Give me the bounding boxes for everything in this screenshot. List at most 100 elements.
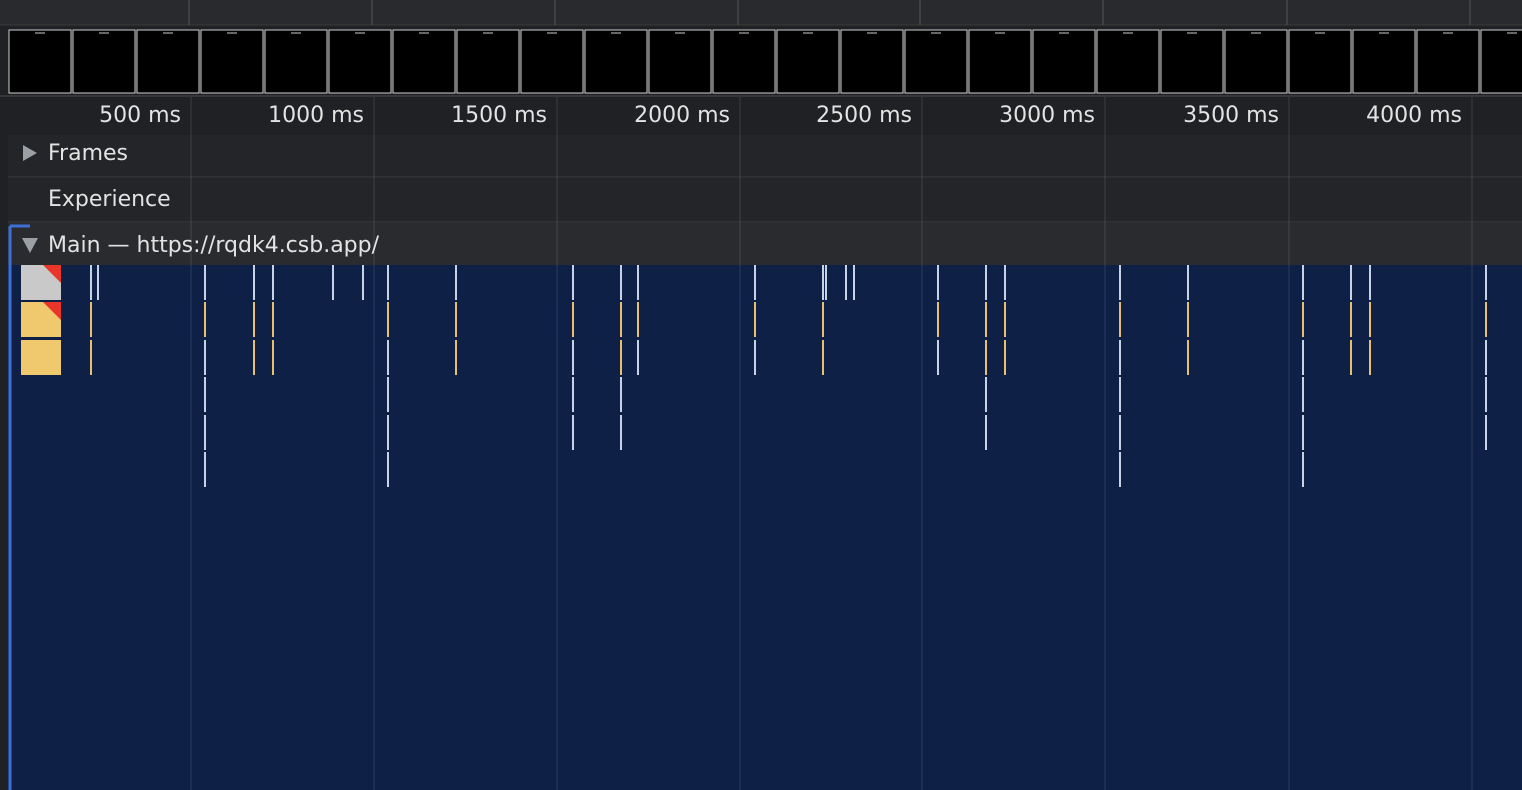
flame-entry — [572, 415, 574, 450]
flame-entry — [204, 265, 206, 300]
flame-entry — [1485, 340, 1487, 375]
frame-thumbnail — [840, 29, 904, 94]
frame-thumbnail — [136, 29, 200, 94]
flame-entry — [253, 302, 255, 337]
flame-entry — [90, 302, 92, 337]
flame-entry — [637, 265, 639, 300]
flame-entry — [822, 340, 824, 375]
flame-entry — [272, 340, 274, 375]
flame-entry — [272, 265, 274, 300]
flame-entry — [620, 415, 622, 450]
ruler-label: 3500 ms — [1183, 103, 1279, 128]
flame-entry — [985, 302, 987, 337]
flame-entry — [572, 340, 574, 375]
flame-entry — [620, 377, 622, 412]
flame-entry — [822, 265, 824, 300]
time-ruler: 500 ms 1000 ms 1500 ms 2000 ms 2500 ms 3000 m… — [99, 103, 1462, 128]
flame-entry — [1302, 415, 1304, 450]
long-task-flag — [43, 265, 61, 283]
flame-entry — [204, 452, 206, 487]
flame-entry — [387, 340, 389, 375]
flame-entry — [754, 265, 756, 300]
flame-entry — [1187, 340, 1189, 375]
flame-entry — [937, 265, 939, 300]
flame-entry — [387, 265, 389, 300]
flame-entry — [572, 265, 574, 300]
flame-entry — [937, 340, 939, 375]
flame-entries — [21, 265, 1487, 487]
flame-entry — [985, 415, 987, 450]
flame-entry — [853, 265, 855, 300]
flame-entry — [754, 340, 756, 375]
flame-entry — [1119, 415, 1121, 450]
frame-thumbnail — [328, 29, 392, 94]
flame-entry — [204, 302, 206, 337]
ruler-label: 3000 ms — [999, 103, 1095, 128]
flame-entry — [1187, 265, 1189, 300]
flame-entry — [572, 377, 574, 412]
frame-thumbnail — [392, 29, 456, 94]
frame-thumbnail — [456, 29, 520, 94]
frame-thumbnail — [1160, 29, 1224, 94]
flame-entry — [825, 265, 827, 300]
flame-entry — [1350, 302, 1352, 337]
frame-thumbnail — [1352, 29, 1416, 94]
flame-entry — [637, 340, 639, 375]
frame-thumbnail — [712, 29, 776, 94]
ruler-label: 1500 ms — [451, 103, 547, 128]
flame-entry — [1485, 302, 1487, 337]
flame-entry — [1119, 302, 1121, 337]
flame-entry — [90, 265, 92, 300]
selection-bracket — [8, 224, 30, 790]
expand-arrow[interactable] — [23, 145, 37, 161]
frame-thumbnail — [8, 29, 72, 94]
flame-entry — [272, 302, 274, 337]
frame-thumbnail — [648, 29, 712, 94]
track-label: Experience — [48, 187, 171, 212]
flame-entry — [204, 377, 206, 412]
ruler-label: 2000 ms — [634, 103, 730, 128]
flame-entry — [1485, 377, 1487, 412]
frame-thumbnail — [584, 29, 648, 94]
flame-entry — [1004, 302, 1006, 337]
flame-entry — [1119, 265, 1121, 300]
task-block — [21, 340, 61, 375]
flame-entry — [1485, 265, 1487, 300]
flame-entry — [362, 265, 364, 300]
flame-entry — [253, 340, 255, 375]
flame-entry — [387, 377, 389, 412]
frame-thumbnail — [1480, 29, 1522, 94]
flame-entry — [620, 340, 622, 375]
ruler-label: 4000 ms — [1366, 103, 1462, 128]
flame-entry — [97, 265, 99, 300]
frame-thumbnail — [520, 29, 584, 94]
flame-entry — [572, 302, 574, 337]
flame-entry — [1485, 415, 1487, 450]
frame-thumbnail — [200, 29, 264, 94]
flame-entry — [620, 302, 622, 337]
main-track-header[interactable] — [8, 223, 1522, 265]
frame-thumbnail — [1288, 29, 1352, 94]
long-task-flag — [43, 302, 61, 320]
flame-entry — [1004, 340, 1006, 375]
flame-entry — [1350, 265, 1352, 300]
flame-entry — [1119, 340, 1121, 375]
flame-entry — [985, 340, 987, 375]
flame-entry — [1302, 452, 1304, 487]
flame-entry — [1004, 265, 1006, 300]
flame-entry — [455, 265, 457, 300]
flame-entry — [387, 302, 389, 337]
flame-entry — [985, 377, 987, 412]
flame-entry — [455, 302, 457, 337]
flame-entry — [620, 265, 622, 300]
frame-thumbnail — [1032, 29, 1096, 94]
frame-thumbnail — [904, 29, 968, 94]
experience-track[interactable] — [8, 178, 1522, 222]
frame-thumbnail — [1224, 29, 1288, 94]
flame-entry — [1187, 302, 1189, 337]
collapse-arrow[interactable] — [22, 238, 38, 253]
flame-entry — [387, 452, 389, 487]
frames-track[interactable] — [8, 135, 1522, 177]
